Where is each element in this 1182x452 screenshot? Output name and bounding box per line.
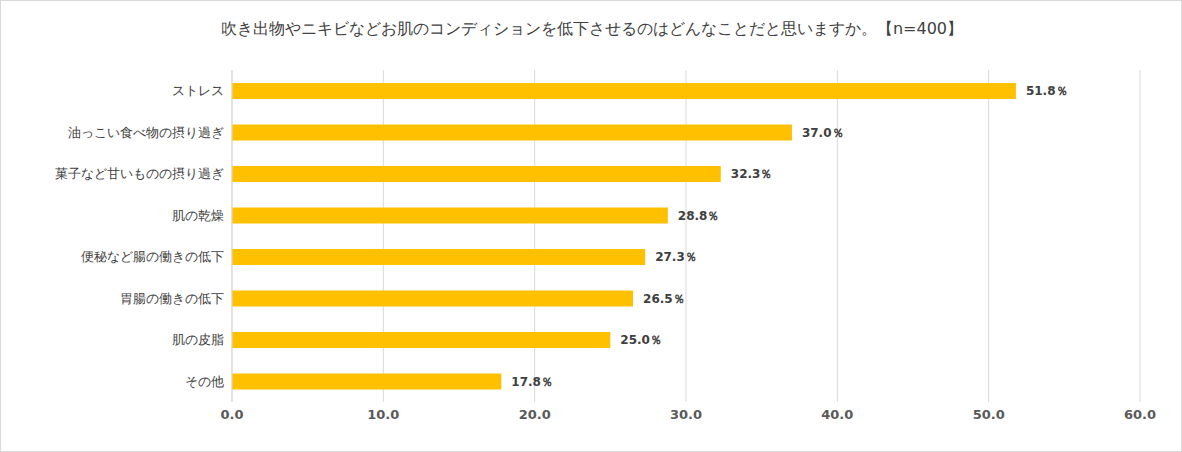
svg-text:肌の乾燥: 肌の乾燥 — [172, 208, 224, 223]
svg-text:27.3％: 27.3％ — [655, 250, 697, 264]
svg-text:胃腸の働きの低下: 胃腸の働きの低下 — [120, 291, 224, 306]
svg-text:28.8％: 28.8％ — [678, 209, 720, 223]
svg-text:便秘など腸の働きの低下: 便秘など腸の働きの低下 — [81, 249, 224, 264]
svg-text:37.0％: 37.0％ — [802, 126, 844, 140]
svg-text:ストレス: ストレス — [172, 83, 224, 98]
svg-text:20.0: 20.0 — [519, 407, 551, 422]
svg-text:26.5％: 26.5％ — [643, 292, 685, 306]
svg-text:32.3％: 32.3％ — [731, 167, 773, 181]
svg-text:40.0: 40.0 — [821, 407, 853, 422]
svg-text:51.8％: 51.8％ — [1026, 84, 1068, 98]
svg-text:0.0: 0.0 — [220, 407, 243, 422]
svg-text:その他: その他 — [185, 374, 224, 389]
svg-text:肌の皮脂: 肌の皮脂 — [172, 332, 224, 347]
svg-text:17.8％: 17.8％ — [511, 375, 553, 389]
html-text:吹き出物やニキビなどお肌のコンディションを低下させるのはどん: 吹き出物やニキビなどお肌のコンディションを低下させるのはどんなことだと思いますか… — [221, 19, 963, 38]
svg-text:油っこい食べ物の摂り過ぎ: 油っこい食べ物の摂り過ぎ — [68, 125, 224, 140]
svg-text:30.0: 30.0 — [670, 407, 702, 422]
svg-text:菓子など甘いものの摂り過ぎ: 菓子など甘いものの摂り過ぎ — [55, 166, 224, 181]
svg-text:50.0: 50.0 — [973, 407, 1005, 422]
svg-text:60.0: 60.0 — [1124, 407, 1156, 422]
svg-text:25.0％: 25.0％ — [620, 333, 662, 347]
svg-text:10.0: 10.0 — [367, 407, 399, 422]
